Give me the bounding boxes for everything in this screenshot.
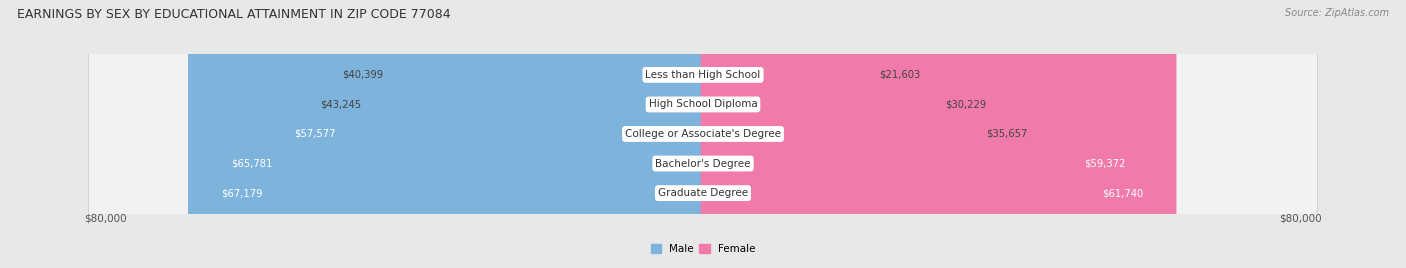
FancyBboxPatch shape: [392, 0, 706, 268]
FancyBboxPatch shape: [198, 0, 706, 268]
Text: Graduate Degree: Graduate Degree: [658, 188, 748, 198]
Text: Source: ZipAtlas.com: Source: ZipAtlas.com: [1285, 8, 1389, 18]
Text: Less than High School: Less than High School: [645, 70, 761, 80]
Text: $67,179: $67,179: [221, 188, 263, 198]
FancyBboxPatch shape: [700, 0, 977, 268]
Text: $65,781: $65,781: [232, 159, 273, 169]
Text: $80,000: $80,000: [1279, 213, 1322, 223]
Legend: Male, Female: Male, Female: [651, 244, 755, 254]
FancyBboxPatch shape: [700, 0, 936, 268]
FancyBboxPatch shape: [89, 0, 1317, 268]
Text: College or Associate's Degree: College or Associate's Degree: [626, 129, 780, 139]
FancyBboxPatch shape: [371, 0, 706, 268]
FancyBboxPatch shape: [89, 0, 1317, 268]
Text: Bachelor's Degree: Bachelor's Degree: [655, 159, 751, 169]
FancyBboxPatch shape: [89, 0, 1317, 268]
FancyBboxPatch shape: [262, 0, 706, 268]
Text: $21,603: $21,603: [879, 70, 921, 80]
Text: $30,229: $30,229: [945, 99, 987, 109]
Text: $57,577: $57,577: [294, 129, 336, 139]
Text: $61,740: $61,740: [1102, 188, 1143, 198]
Text: $59,372: $59,372: [1084, 159, 1126, 169]
FancyBboxPatch shape: [188, 0, 706, 268]
Text: High School Diploma: High School Diploma: [648, 99, 758, 109]
Text: $35,657: $35,657: [987, 129, 1028, 139]
Text: $43,245: $43,245: [321, 99, 361, 109]
FancyBboxPatch shape: [700, 0, 1177, 268]
Text: $80,000: $80,000: [84, 213, 127, 223]
FancyBboxPatch shape: [89, 0, 1317, 268]
FancyBboxPatch shape: [700, 0, 870, 268]
FancyBboxPatch shape: [700, 0, 1159, 268]
FancyBboxPatch shape: [89, 0, 1317, 268]
Text: $40,399: $40,399: [342, 70, 384, 80]
Text: EARNINGS BY SEX BY EDUCATIONAL ATTAINMENT IN ZIP CODE 77084: EARNINGS BY SEX BY EDUCATIONAL ATTAINMEN…: [17, 8, 450, 21]
